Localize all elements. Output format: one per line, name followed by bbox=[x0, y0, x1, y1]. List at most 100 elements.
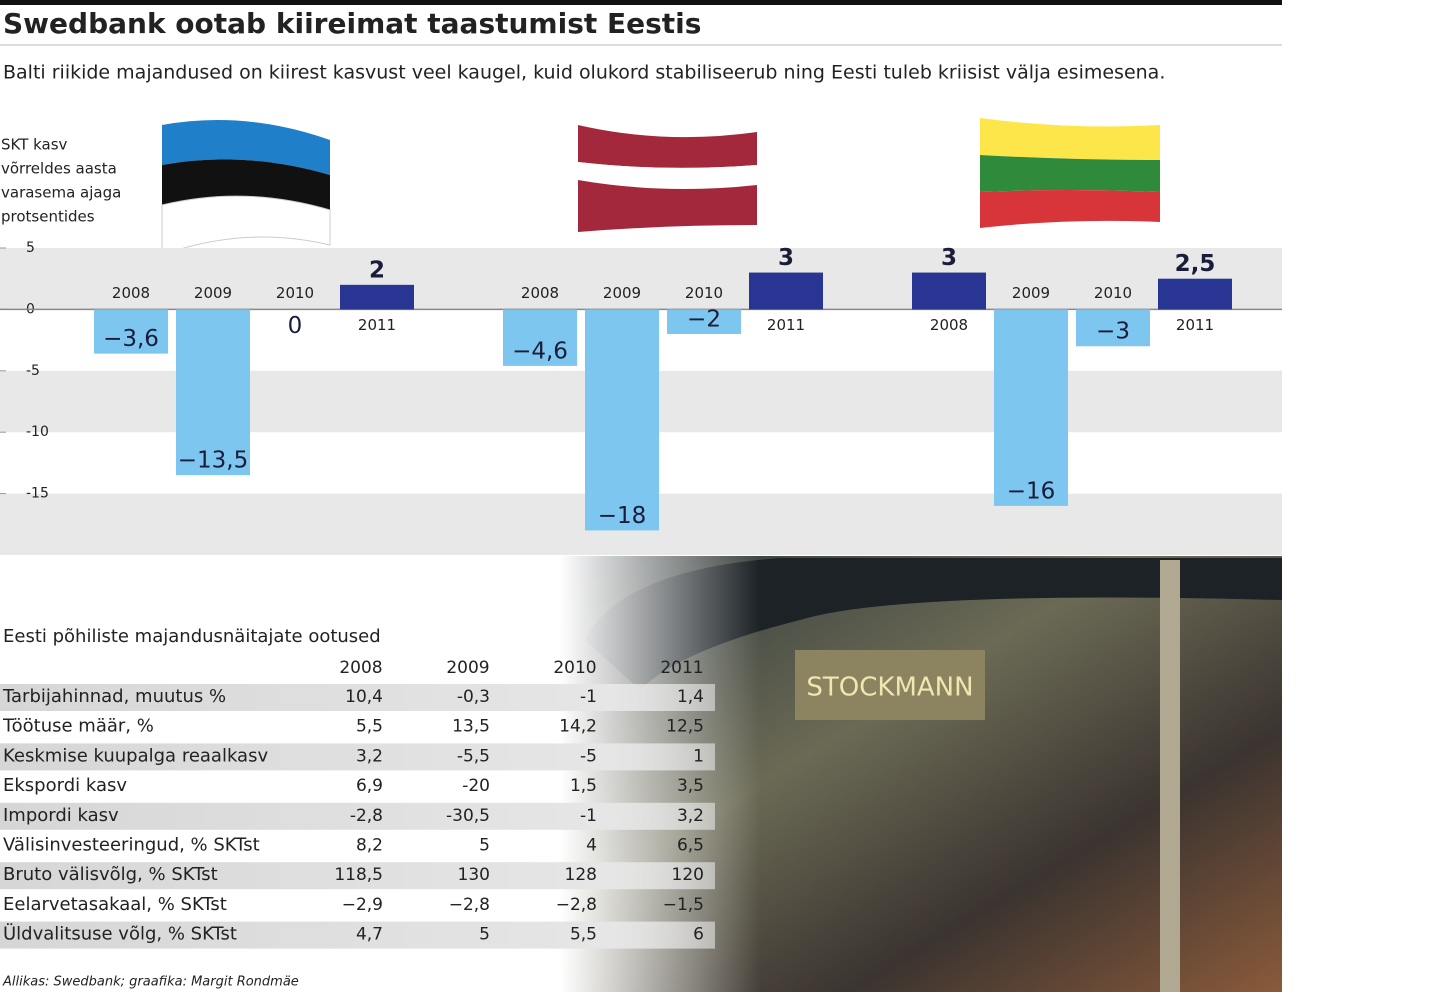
year-label: 2008 bbox=[521, 284, 559, 302]
year-label: 2011 bbox=[767, 316, 805, 334]
cell: 6,9 bbox=[356, 776, 383, 796]
row-label: Tarbijahinnad, muutus % bbox=[2, 686, 226, 707]
cell: 120 bbox=[672, 865, 704, 885]
year-label: 2009 bbox=[1012, 284, 1050, 302]
year-label: 2010 bbox=[685, 284, 723, 302]
band bbox=[0, 248, 1282, 310]
y-tick-label: -5 bbox=[26, 363, 40, 379]
cell: 12,5 bbox=[666, 717, 704, 737]
table: Eesti põhiliste majandusnäitajate ootuse… bbox=[0, 626, 715, 990]
cell: 4 bbox=[586, 836, 597, 856]
bar bbox=[176, 309, 250, 476]
y-axis-label: varasema ajaga bbox=[1, 184, 121, 202]
cell: 1 bbox=[693, 746, 704, 766]
cell: 3,2 bbox=[677, 806, 704, 826]
cell: 3,2 bbox=[356, 746, 383, 766]
value-label: −4,6 bbox=[512, 338, 568, 364]
value-label: 3 bbox=[941, 245, 957, 271]
bar bbox=[585, 309, 659, 531]
cell: 3,5 bbox=[677, 776, 704, 796]
subtitle: Balti riikide majandused on kiirest kasv… bbox=[3, 62, 1165, 84]
value-label: −3,6 bbox=[103, 326, 159, 352]
year-label: 2008 bbox=[930, 316, 968, 334]
cell: -0,3 bbox=[457, 687, 490, 707]
row-label: Impordi kasv bbox=[3, 805, 119, 826]
cell: −2,9 bbox=[342, 895, 383, 915]
cell: 6,5 bbox=[677, 836, 704, 856]
row-background bbox=[0, 802, 715, 830]
source: Allikas: Swedbank; graafika: Margit Rond… bbox=[2, 975, 299, 990]
cell: 5 bbox=[479, 836, 490, 856]
cell: -2,8 bbox=[350, 806, 383, 826]
value-label: 3 bbox=[778, 245, 794, 271]
cell: 1,4 bbox=[677, 687, 704, 707]
bar bbox=[503, 309, 577, 366]
photo-sign: STOCKMANN bbox=[806, 673, 973, 703]
row-label: Ekspordi kasv bbox=[3, 775, 127, 796]
year-label: 2009 bbox=[603, 284, 641, 302]
cell: -5 bbox=[580, 746, 597, 766]
value-label: −16 bbox=[1007, 478, 1056, 504]
row-background bbox=[0, 684, 715, 711]
y-axis-label: võrreldes aasta bbox=[1, 160, 117, 178]
cell: 130 bbox=[458, 865, 490, 885]
column-header: 2011 bbox=[660, 658, 703, 678]
cell: -1 bbox=[580, 687, 597, 707]
cell: -1 bbox=[580, 806, 597, 826]
bar bbox=[1076, 309, 1150, 347]
cell: 14,2 bbox=[559, 717, 597, 737]
cell: 5,5 bbox=[570, 925, 597, 945]
cell: −2,8 bbox=[556, 895, 597, 915]
y-axis-label: protsentides bbox=[1, 208, 95, 226]
cell: 5 bbox=[479, 925, 490, 945]
bar-chart: SKT kasv võrreldes aasta varasema ajaga pro… bbox=[0, 136, 1282, 555]
row-background bbox=[0, 921, 715, 949]
cell: 1,5 bbox=[570, 776, 597, 796]
flag-estonia bbox=[161, 120, 331, 256]
y-axis-label: SKT kasv bbox=[1, 136, 68, 154]
row-label: Bruto välisvõlg, % SKTst bbox=[3, 864, 218, 885]
bar bbox=[667, 309, 741, 334]
table-title: Eesti põhiliste majandusnäitajate ootuse… bbox=[3, 626, 381, 647]
value-label: −18 bbox=[598, 503, 647, 529]
year-label: 2009 bbox=[194, 284, 232, 302]
bar bbox=[749, 272, 823, 310]
y-tick-label: -15 bbox=[26, 486, 49, 502]
value-label: −2 bbox=[687, 306, 721, 332]
row-label: Keskmise kuupalga reaalkasv bbox=[3, 745, 268, 766]
value-label: 2,5 bbox=[1175, 251, 1216, 277]
year-label: 2010 bbox=[276, 284, 314, 302]
y-tick-label: 5 bbox=[26, 240, 35, 256]
cell: −2,8 bbox=[449, 895, 490, 915]
bar bbox=[340, 284, 414, 310]
cell: -20 bbox=[462, 776, 490, 796]
row-label: Välisinvesteeringud, % SKTst bbox=[3, 835, 260, 856]
cell: -5,5 bbox=[457, 746, 490, 766]
column-header: 2009 bbox=[446, 658, 489, 678]
title: Swedbank ootab kiireimat taastumist Eest… bbox=[3, 7, 701, 40]
column-header: 2010 bbox=[553, 658, 596, 678]
row-label: Eelarvetasakaal, % SKTst bbox=[3, 894, 227, 915]
row-label: Töötuse määr, % bbox=[2, 716, 154, 737]
cell: 13,5 bbox=[452, 717, 490, 737]
year-label: 2008 bbox=[112, 284, 150, 302]
cell: 128 bbox=[565, 865, 597, 885]
value-label: 0 bbox=[288, 313, 303, 339]
bar bbox=[94, 309, 168, 354]
photo: STOCKMANN bbox=[560, 556, 1282, 992]
column-header: 2008 bbox=[339, 658, 382, 678]
year-label: 2011 bbox=[1176, 316, 1214, 334]
cell: 6 bbox=[693, 925, 704, 945]
y-tick-label: -10 bbox=[26, 424, 49, 440]
value-label: −13,5 bbox=[178, 448, 248, 474]
top-bar bbox=[0, 0, 1282, 5]
row-label: Üldvalitsuse võlg, % SKTst bbox=[3, 923, 237, 945]
value-label: −3 bbox=[1096, 319, 1130, 345]
cell: 5,5 bbox=[356, 717, 383, 737]
cell: −1,5 bbox=[663, 895, 704, 915]
row-background bbox=[0, 862, 715, 890]
cell: 8,2 bbox=[356, 836, 383, 856]
flag-latvia bbox=[578, 125, 757, 232]
cell: -30,5 bbox=[446, 806, 490, 826]
